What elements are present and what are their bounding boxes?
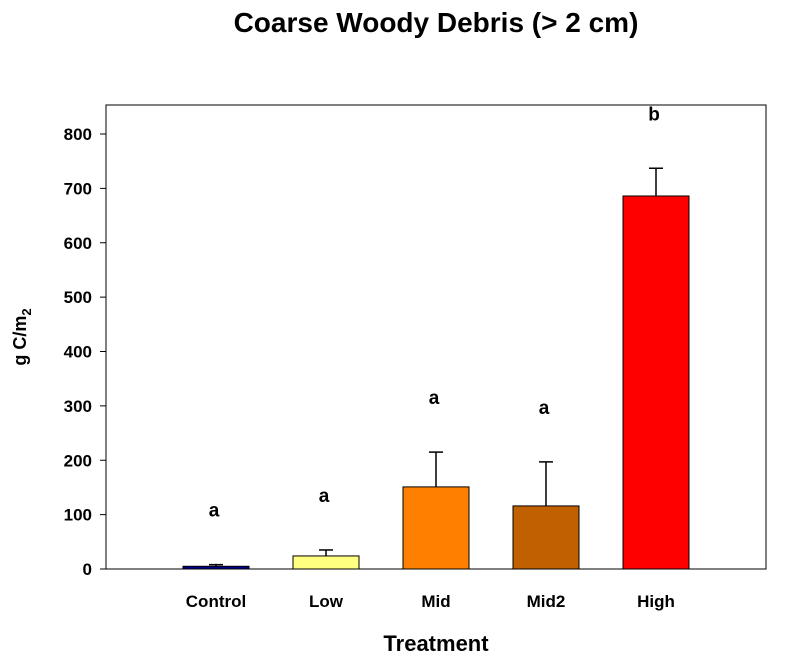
x-axis-title: Treatment <box>383 631 489 656</box>
bar-mid2 <box>512 505 580 570</box>
x-tick-label: Mid <box>421 592 450 611</box>
x-tick-label: Control <box>186 592 246 611</box>
y-axis-title-main: g C/m <box>10 316 30 366</box>
y-axis-title-subscript: 2 <box>19 308 34 315</box>
chart-title: Coarse Woody Debris (> 2 cm) <box>234 7 639 38</box>
significance-label: a <box>539 398 550 419</box>
x-tick-label: High <box>637 592 675 611</box>
y-tick-label: 400 <box>64 343 92 362</box>
y-axis-title: g C/m2 <box>10 308 34 365</box>
bar-low <box>292 555 360 570</box>
significance-label: a <box>209 501 220 522</box>
y-tick-label: 700 <box>64 179 92 198</box>
y-tick-label: 100 <box>64 506 92 525</box>
bar-mid <box>402 486 470 570</box>
y-tick-label: 300 <box>64 397 92 416</box>
x-tick-label: Low <box>309 592 344 611</box>
y-tick-label: 0 <box>83 560 92 579</box>
significance-label: a <box>319 486 330 507</box>
significance-label: a <box>429 388 440 409</box>
bar-control <box>182 565 250 570</box>
x-tick-label: Mid2 <box>527 592 566 611</box>
significance-label: b <box>648 104 660 125</box>
y-tick-label: 500 <box>64 288 92 307</box>
y-tick-label: 200 <box>64 451 92 470</box>
y-tick-label: 800 <box>64 125 92 144</box>
bar-high <box>622 195 690 570</box>
y-tick-label: 600 <box>64 234 92 253</box>
plot-area: 0 100 200 300 400 500 600 700 800 a Control a Low a Mi… <box>64 104 767 611</box>
